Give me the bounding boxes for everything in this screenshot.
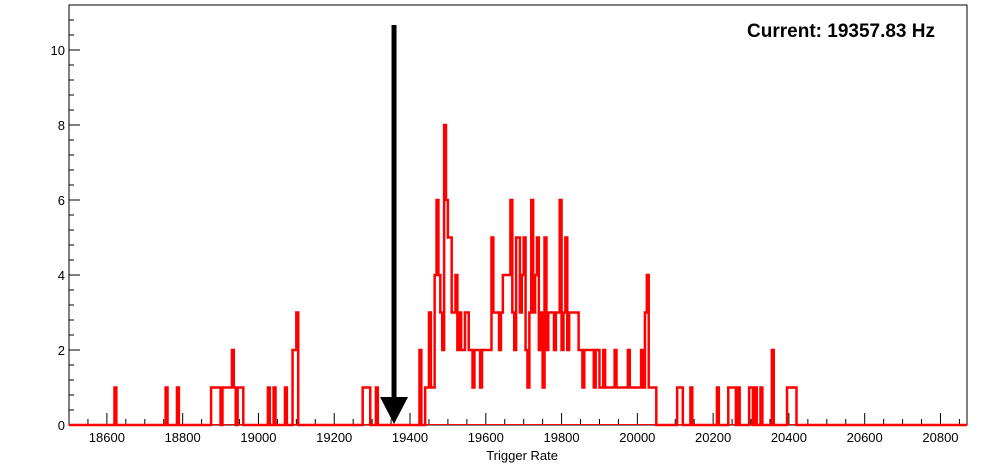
y-axis: 0 2 4 6 8 10 [51,4,80,433]
x-tick-label: 20400 [771,430,807,445]
y-tick-label: 0 [58,418,65,433]
y-tick-label: 10 [51,43,65,58]
x-tick-label: 18800 [165,430,201,445]
y-tick-label: 8 [58,118,65,133]
marker-arrow-head [380,397,409,424]
x-tick-label: 18600 [89,430,125,445]
x-tick-label: 20000 [619,430,655,445]
histogram-series [69,123,967,427]
x-tick-label: 20600 [847,430,883,445]
x-tick-label: 20800 [922,430,958,445]
x-tick-label: 20200 [695,430,731,445]
x-tick-label: 19200 [316,430,352,445]
y-tick-label: 2 [58,343,65,358]
x-axis: 18600 18800 19000 19200 19400 19600 19800 20000… [68,413,960,445]
x-tick-label: 19800 [543,430,579,445]
x-tick-label: 19000 [240,430,276,445]
current-rate-text: Current: 19357.83 Hz [747,21,935,42]
x-tick-label: 19600 [468,430,504,445]
x-tick-label: 19400 [392,430,428,445]
y-tick-label: 6 [58,193,65,208]
current-rate-marker [380,25,409,424]
x-axis-title: Trigger Rate [486,448,558,463]
y-tick-label: 4 [58,268,65,283]
